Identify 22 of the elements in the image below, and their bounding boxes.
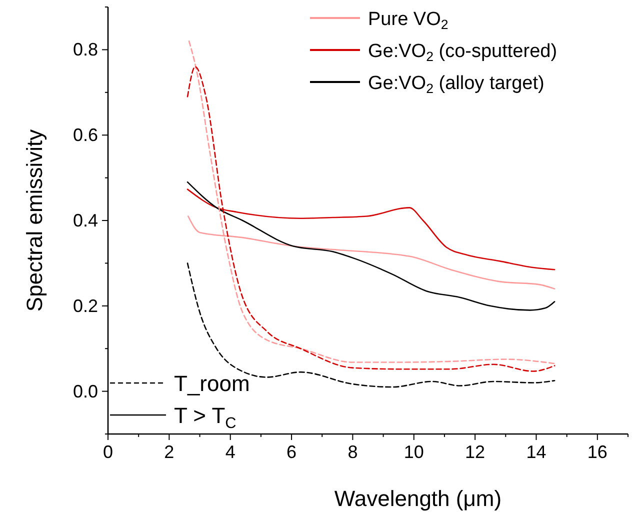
- y-tick-label: 0.2: [72, 296, 98, 316]
- y-tick-label: 0.6: [72, 125, 98, 146]
- x-tick-label: 0: [102, 442, 114, 462]
- x-tick-label: 6: [286, 442, 297, 462]
- x-tick-label: 4: [225, 442, 236, 462]
- y-tick-label: 0.8: [72, 40, 98, 60]
- y-axis-title: Spectral emissivity: [22, 129, 47, 312]
- x-tick-label: 14: [526, 442, 546, 462]
- annotation: T > T$_{C}$: [174, 403, 236, 432]
- x-tick-label: 16: [587, 442, 608, 462]
- legend-label: Pure VO$_{2}$: [368, 9, 448, 32]
- y-tick-label: 0.4: [72, 210, 98, 230]
- legend-label: Ge:VO$_{2}$ (co-sputtered): [368, 41, 558, 64]
- legend-label: Ge:VO$_{2}$ (alloy target): [368, 73, 544, 96]
- line-series: [186, 181, 556, 311]
- annotation: T_room: [174, 371, 250, 396]
- x-tick-label: 2: [164, 442, 174, 462]
- x-tick-label: 12: [465, 442, 486, 462]
- x-tick-label: 8: [348, 442, 358, 462]
- y-tick-label: 0.0: [72, 381, 98, 402]
- x-axis-title: Wavelength (μm): [334, 486, 502, 511]
- x-tick-label: 10: [404, 442, 424, 462]
